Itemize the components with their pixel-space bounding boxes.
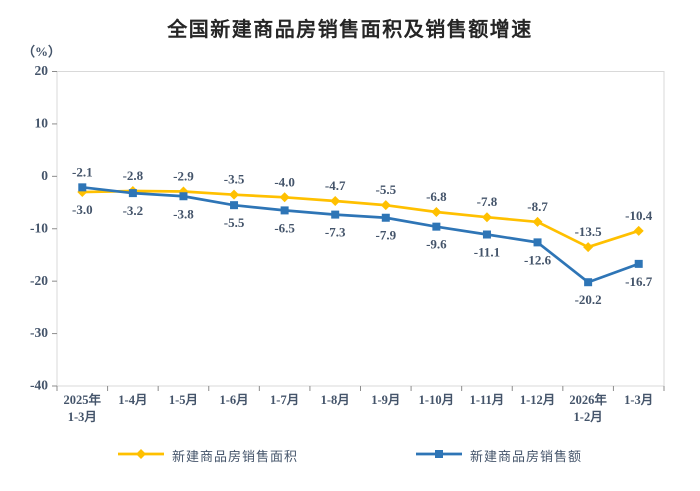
data-label: -9.6: [426, 237, 447, 252]
x-axis-label: 1-9月: [371, 393, 400, 407]
data-label: -5.5: [224, 215, 245, 230]
data-point-marker: [381, 213, 390, 222]
x-axis-label: 2025年 1-3月: [64, 392, 102, 424]
data-point-marker: [481, 212, 492, 223]
data-point-marker: [431, 206, 442, 217]
data-point-marker: [230, 201, 239, 210]
x-axis-label: 1-11月: [470, 393, 505, 407]
data-label: -5.5: [375, 182, 396, 197]
data-label: -7.9: [375, 228, 396, 243]
data-label: -3.8: [173, 206, 194, 221]
data-point-marker: [128, 189, 137, 198]
data-point-marker: [583, 242, 594, 253]
data-label: -13.5: [575, 224, 603, 239]
data-point-marker: [330, 195, 341, 206]
data-point-marker: [634, 259, 643, 268]
data-label: -6.8: [426, 189, 447, 204]
data-point-marker: [280, 206, 289, 215]
legend-item-sales-amount: 新建商品房销售额: [416, 446, 582, 465]
y-axis-label: -40: [30, 378, 48, 393]
x-axis-label: 1-7月: [270, 393, 299, 407]
data-point-marker: [533, 238, 542, 247]
data-point-marker: [380, 200, 391, 211]
sales-amount-legend-swatch: [416, 449, 462, 458]
data-label: -16.7: [625, 274, 653, 289]
y-axis-label: -10: [30, 220, 48, 235]
data-point-marker: [78, 183, 87, 192]
y-axis-label: 20: [35, 63, 49, 78]
data-label: -6.5: [274, 220, 295, 235]
x-axis-label: 1-10月: [419, 393, 454, 407]
data-label: -2.9: [173, 169, 194, 184]
sales-area-legend-swatch: [117, 448, 164, 459]
data-label: -2.8: [123, 168, 144, 183]
data-label: -4.7: [325, 178, 346, 193]
data-label: -3.2: [123, 203, 144, 218]
data-point-marker: [229, 189, 240, 200]
data-label: -7.8: [477, 194, 498, 209]
sales-amount-legend-marker-icon: [416, 447, 462, 465]
sales-area-line: [82, 189, 640, 249]
data-point-marker: [331, 210, 340, 219]
data-point-marker: [179, 192, 188, 201]
data-label: -11.1: [474, 245, 500, 260]
y-axis-label: -20: [30, 273, 48, 288]
x-axis-label: 1-5月: [169, 393, 198, 407]
data-point-marker: [584, 278, 593, 287]
y-axis-label: 0: [41, 168, 48, 183]
legend-item-sales-area: 新建商品房销售面积: [117, 446, 298, 465]
data-point-marker: [482, 230, 491, 239]
y-axis-label: -30: [30, 325, 48, 340]
data-label: -20.2: [575, 292, 602, 307]
x-axis-label: 1-8月: [321, 393, 350, 407]
plot-border: [56, 71, 665, 387]
data-label: -12.6: [524, 252, 552, 267]
x-axis-label: 1-12月: [520, 393, 555, 407]
y-axis-label: 10: [35, 116, 49, 131]
x-axis-label: 1-3月: [624, 393, 653, 407]
page-title: 全国新建商品房销售面积及销售额增速: [167, 19, 533, 41]
sales-area-legend-marker-icon: [117, 447, 164, 465]
data-point-marker: [633, 225, 644, 236]
chart-legend: 新建商品房销售面积 新建商品房销售额: [0, 446, 700, 465]
legend-label-sales-area: 新建商品房销售面积: [171, 449, 298, 464]
data-label: -3.5: [224, 172, 245, 187]
data-point-marker: [432, 222, 441, 231]
data-label: -3.0: [72, 202, 93, 217]
data-label: -2.1: [72, 164, 93, 179]
data-label: -7.3: [325, 225, 346, 240]
x-axis-label: 2026年 1-2月: [569, 392, 607, 424]
data-label: -4.0: [274, 174, 295, 189]
legend-label-sales-amount: 新建商品房销售额: [470, 449, 583, 464]
y-axis-unit-label: （%）: [22, 44, 62, 59]
sales-amount-line: [82, 185, 640, 284]
x-axis-label: 1-4月: [118, 393, 147, 407]
data-label: -10.4: [625, 208, 653, 223]
data-point-marker: [279, 192, 290, 203]
data-point-marker: [532, 216, 543, 227]
x-axis-label: 1-6月: [219, 393, 248, 407]
data-label: -8.7: [527, 199, 548, 214]
